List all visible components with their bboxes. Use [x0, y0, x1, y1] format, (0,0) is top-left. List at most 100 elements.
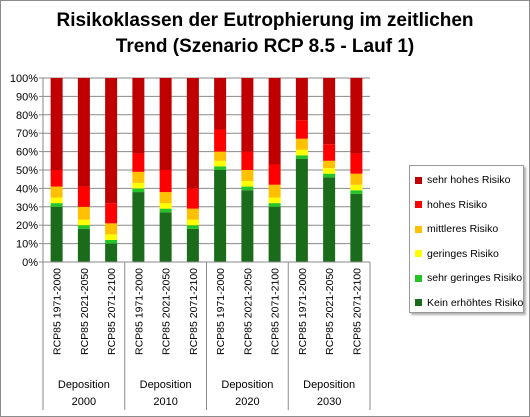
legend-swatch — [415, 176, 422, 184]
y-tick-label: 0% — [22, 257, 38, 269]
group-label: 2000 — [72, 396, 96, 408]
x-tick-label: RCP85 1971-2000 — [52, 268, 64, 355]
bar-segment — [350, 193, 363, 262]
bar-segment — [323, 173, 336, 178]
bar-segment — [50, 170, 63, 187]
legend-swatch — [415, 201, 422, 208]
group-label: Deposition — [221, 379, 273, 391]
bar-segment — [77, 228, 90, 262]
legend-label: mittleres Risiko — [427, 223, 499, 235]
legend-label: sehr hohes Risiko — [427, 174, 511, 186]
bar-segment — [241, 181, 254, 187]
x-tick-label: RCP85 2021-2050 — [324, 268, 336, 355]
bar-segment — [323, 177, 336, 262]
y-tick-label: 50% — [16, 165, 38, 177]
bar-segment — [323, 168, 336, 174]
group-label: 2030 — [317, 396, 341, 408]
y-tick-label: 40% — [16, 183, 38, 195]
bar-segment — [295, 155, 308, 159]
x-tick-label: RCP85 1971-2000 — [133, 268, 145, 355]
bar-segment — [159, 192, 172, 204]
bar-segment — [159, 212, 172, 262]
bar-segment — [214, 160, 227, 167]
bar-segment — [159, 78, 172, 170]
bar-segment — [268, 203, 281, 207]
group-label: 2010 — [153, 396, 177, 408]
y-tick-label: 70% — [16, 128, 38, 140]
bar-segment — [186, 225, 199, 229]
legend-item: geringes Risiko — [415, 246, 499, 262]
bar-segment — [350, 190, 363, 194]
bar-segment — [214, 166, 227, 170]
y-tick-label: 100% — [10, 73, 38, 85]
bar-segment — [105, 223, 118, 235]
bar-segment — [105, 243, 118, 262]
bar-segment — [159, 170, 172, 193]
bar-segment — [268, 184, 281, 198]
y-tick-label: 90% — [16, 91, 38, 103]
bar-segment — [132, 171, 145, 183]
bar-segment — [105, 203, 118, 224]
legend-swatch — [415, 250, 422, 257]
bar-segment — [132, 153, 145, 172]
bar-segment — [295, 149, 308, 156]
bar-segment — [323, 78, 336, 145]
bar-segment — [50, 78, 63, 170]
bar-segment — [105, 239, 118, 244]
x-tick-label: RCP85 2021-2050 — [161, 268, 173, 355]
x-tick-label: RCP85 1971-2000 — [297, 268, 309, 355]
legend-label: hohes Risiko — [427, 198, 488, 211]
bar-segment — [241, 186, 254, 191]
y-tick-label: 20% — [16, 220, 38, 232]
bar-segment — [241, 190, 254, 262]
bar-segment — [105, 78, 118, 204]
legend-label: Kein erhöhtes Risiko — [427, 296, 524, 309]
bar-segment — [132, 78, 145, 154]
y-tick-label: 60% — [16, 147, 38, 159]
bar-segment — [295, 138, 308, 150]
legend-swatch — [415, 225, 422, 233]
x-tick-label: RCP85 2071-2100 — [270, 268, 282, 355]
bar-segment — [214, 151, 227, 161]
bar-segment — [241, 78, 254, 152]
bar-segment — [295, 120, 308, 139]
bar-segment — [50, 186, 63, 198]
bar-segment — [186, 228, 199, 262]
bar-segment — [105, 234, 118, 240]
bar-segment — [132, 188, 145, 193]
x-tick-label: RCP85 2021-2050 — [242, 268, 254, 355]
bar-segment — [350, 173, 363, 185]
bar-segment — [350, 153, 363, 174]
x-tick-label: RCP85 2071-2100 — [351, 268, 363, 355]
bar-segment — [268, 78, 281, 165]
bar-segment — [77, 219, 90, 226]
bar-segment — [132, 182, 145, 189]
x-tick-label: RCP85 2071-2100 — [106, 268, 118, 355]
bar-segment — [50, 206, 63, 262]
bar-segment — [50, 203, 63, 207]
group-label: Deposition — [140, 379, 192, 391]
bar-segment — [214, 170, 227, 262]
bar-segment — [295, 158, 308, 262]
legend-item: mittleres Risiko — [415, 221, 498, 237]
group-label: 2020 — [235, 396, 259, 408]
bar-segment — [186, 208, 199, 220]
x-tick-label: RCP85 2071-2100 — [188, 268, 200, 355]
bar-segment — [323, 160, 336, 169]
legend-item: sehr hohes Risiko — [415, 172, 510, 188]
bar-segment — [132, 192, 145, 262]
bar-segment — [159, 203, 172, 209]
legend-swatch — [415, 274, 422, 282]
group-label: Deposition — [303, 379, 355, 391]
bar-segment — [77, 206, 90, 220]
legend-label: sehr geringes Risiko — [427, 272, 523, 284]
y-tick-label: 80% — [16, 110, 38, 122]
bar-segment — [159, 208, 172, 213]
bar-segment — [323, 144, 336, 161]
bar-segment — [77, 225, 90, 229]
legend-item: sehr geringes Risiko — [415, 270, 522, 286]
bar-segment — [214, 129, 227, 152]
bar-segment — [50, 197, 63, 204]
x-tick-label: RCP85 2021-2050 — [79, 268, 91, 355]
